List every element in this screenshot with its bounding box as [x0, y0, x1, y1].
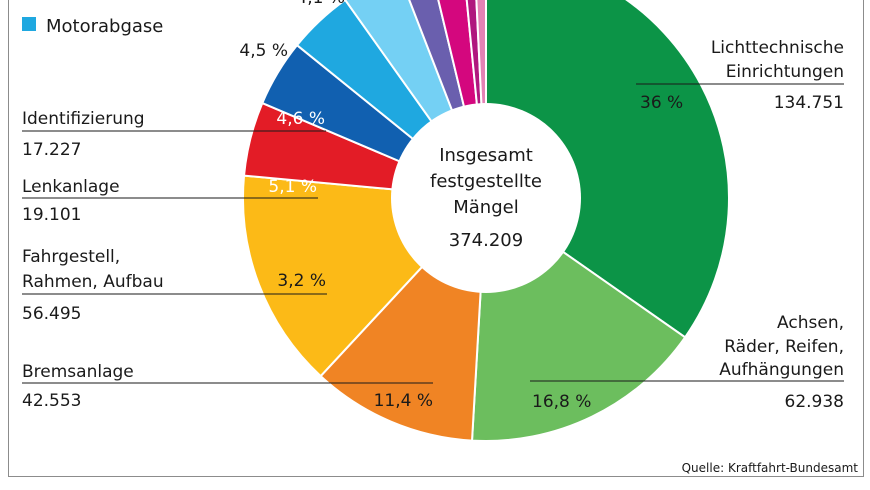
label-licht-line2: Einrichtungen [726, 62, 844, 82]
label-achsen-line1: Achsen, [777, 313, 844, 333]
legend-label-motorabgase: Motorabgase [46, 16, 163, 37]
count-label-achsen: 62.938 [785, 392, 844, 412]
label-achsen-line2: Räder, Reifen, [724, 337, 844, 357]
label-lenk-line1: Lenkanlage [22, 177, 120, 197]
percent-label-lenk: 5,1 % [268, 177, 317, 197]
label-achsen-line3: Aufhängungen [719, 360, 844, 380]
count-label-fahrgestell: 56.495 [22, 304, 81, 324]
count-label-ident: 17.227 [22, 140, 81, 160]
percent-label-achsen: 16,8 % [532, 392, 591, 412]
label-brems-line1: Bremsanlage [22, 362, 134, 382]
count-label-licht: 134.751 [774, 93, 844, 113]
source-note: Quelle: Kraftfahrt-Bundesamt [682, 461, 859, 475]
label-licht-line1: Lichttechnische [711, 38, 844, 58]
label-fahrgestell-line1: Fahrgestell, [22, 247, 120, 267]
label-fahrgestell-line2: Rahmen, Aufbau [22, 272, 164, 292]
legend-swatch-motorabgase [22, 17, 36, 31]
percent-label-fahrgestell: 3,2 % [277, 271, 326, 291]
center-line-2: festgestellte [430, 171, 542, 192]
donut-hole [391, 103, 581, 293]
figure-frame [8, 0, 864, 477]
center-line-3: Mängel [453, 197, 518, 218]
percent-label-brems: 11,4 % [374, 391, 433, 411]
count-label-brems: 42.553 [22, 391, 81, 411]
pie-slice-s11 [465, 0, 487, 199]
percent-label-s8: 4,1 % [296, 0, 345, 8]
percent-label-ident: 4,6 % [276, 109, 325, 129]
center-total: 374.209 [449, 230, 523, 251]
count-label-lenk: 19.101 [22, 205, 81, 225]
percent-label-licht: 36 % [640, 93, 683, 113]
percent-label-motor: 4,5 % [239, 41, 288, 61]
label-ident-line1: Identifizierung [22, 109, 145, 129]
center-line-1: Insgesamt [439, 145, 533, 166]
